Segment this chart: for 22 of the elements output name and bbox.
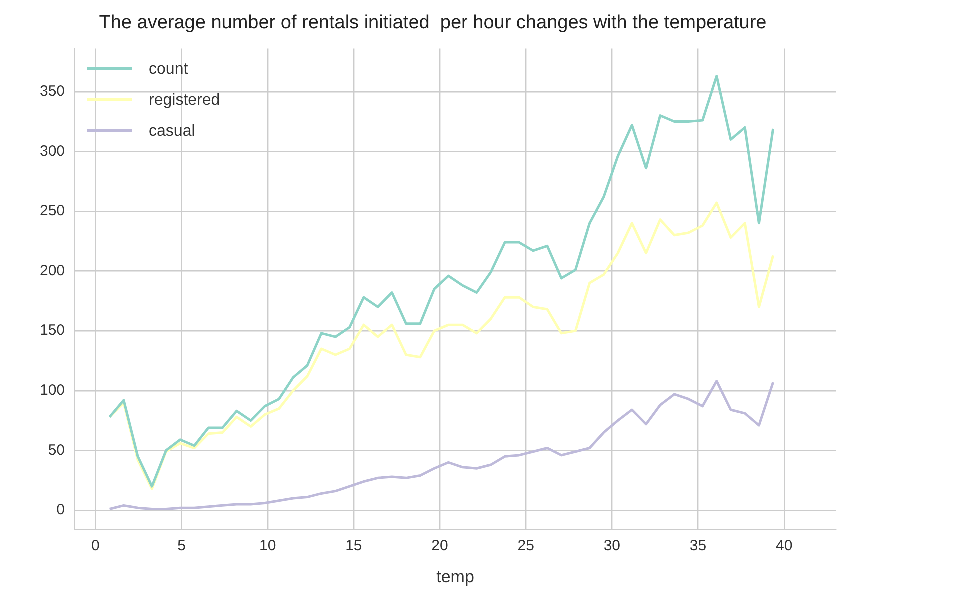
x-tick-label: 10 — [260, 538, 276, 555]
x-tick-label: 5 — [178, 538, 186, 555]
y-tick-label: 300 — [40, 142, 66, 160]
legend-label: count — [149, 61, 189, 78]
y-tick-label: 50 — [48, 442, 66, 459]
y-tick-label: 350 — [40, 82, 66, 100]
x-axis-title: temp — [436, 567, 474, 586]
legend-label: registered — [149, 92, 220, 110]
y-tick-label: 200 — [40, 262, 66, 280]
y-tick-label: 250 — [40, 202, 66, 220]
x-tick-label: 40 — [776, 538, 793, 555]
y-tick-label: 100 — [40, 382, 66, 399]
x-tick-label: 0 — [92, 538, 100, 555]
y-tick-label: 0 — [56, 502, 66, 519]
x-tick-label: 35 — [690, 538, 707, 555]
y-tick-label: 150 — [40, 322, 66, 340]
x-tick-label: 20 — [432, 538, 448, 555]
x-tick-label: 15 — [346, 538, 362, 555]
x-tick-label: 30 — [604, 538, 621, 555]
x-tick-label: 25 — [518, 538, 534, 555]
legend-label: casual — [149, 123, 196, 140]
chart-title: The average number of rentals initiated per hour changes with the temperature — [99, 12, 767, 34]
